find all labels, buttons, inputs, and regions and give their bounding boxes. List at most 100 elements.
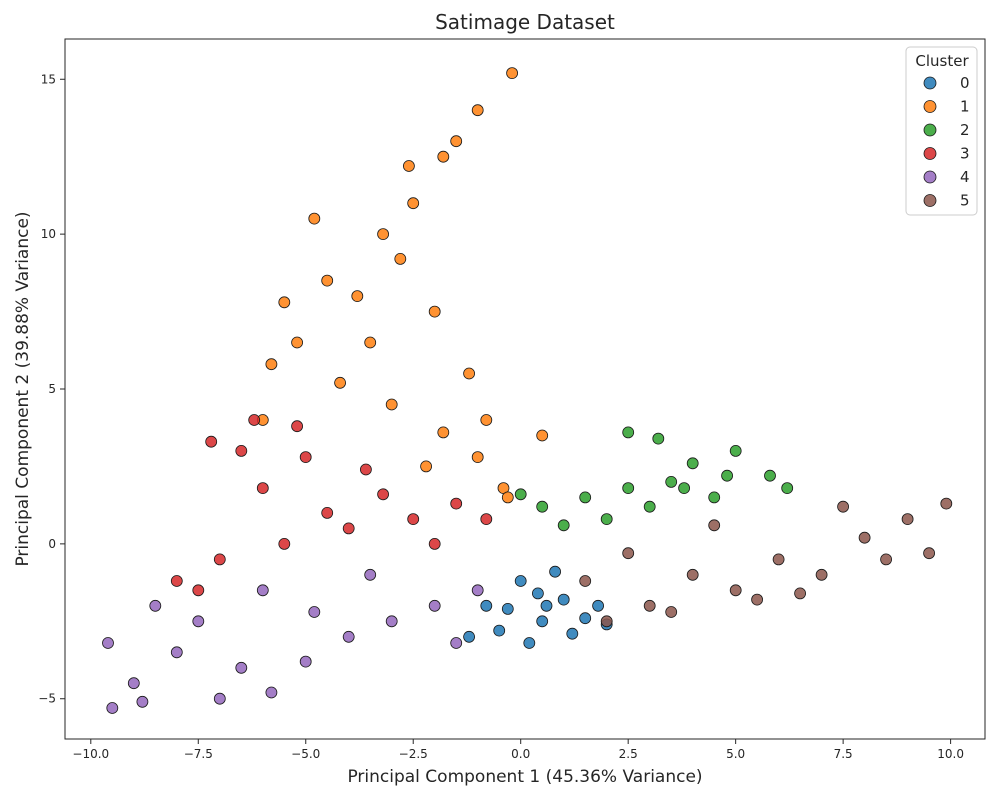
scatter-point-cluster-3	[213, 553, 226, 566]
scatter-point-cluster-1	[334, 376, 347, 389]
y-axis-ticks: −5 0 5 10 15	[38, 72, 65, 706]
legend-label-cluster-3: 3	[960, 145, 970, 163]
scatter-point-cluster-1	[364, 336, 377, 349]
scatter-point-cluster-1	[385, 398, 398, 411]
scatter-point-cluster-5	[729, 584, 742, 597]
scatter-point-cluster-3	[291, 420, 304, 433]
scatter-point-cluster-1	[265, 358, 278, 371]
scatter-point-cluster-1	[506, 67, 518, 79]
scatter-point-cluster-1	[428, 305, 441, 318]
scatter-point-cluster-4	[102, 637, 114, 649]
scatter-point-cluster-2	[729, 444, 742, 457]
scatter-point-cluster-3	[321, 507, 334, 519]
scatter-point-cluster-3	[299, 451, 312, 464]
scatter-point-cluster-0	[536, 615, 549, 628]
scatter-point-cluster-2	[708, 491, 721, 504]
scatter-point-cluster-4	[308, 606, 321, 618]
legend-marker-cluster-5	[923, 194, 937, 207]
legend-marker-cluster-2	[923, 123, 937, 137]
x-tick-label: 10.0	[937, 747, 964, 761]
legend-marker-cluster-0	[923, 76, 937, 90]
y-tick-label: 15	[41, 72, 56, 86]
y-tick-label: 0	[48, 537, 56, 551]
legend-items: 0 1 2 3 4 5	[923, 74, 970, 210]
scatter-point-cluster-5	[858, 531, 871, 544]
scatter-point-cluster-4	[428, 599, 441, 612]
legend-label-cluster-1: 1	[960, 98, 970, 116]
x-tick-label: −10.0	[72, 747, 109, 761]
y-tick-label: 5	[48, 382, 56, 396]
x-axis-label: Principal Component 1 (45.36% Variance)	[347, 767, 702, 787]
points-layer	[102, 67, 953, 714]
x-tick-label: −2.5	[399, 747, 428, 761]
scatter-point-cluster-4	[299, 655, 312, 668]
scatter-point-cluster-1	[480, 414, 493, 426]
legend-marker-cluster-4	[923, 170, 937, 184]
scatter-point-cluster-5	[940, 497, 953, 510]
scatter-point-cluster-4	[213, 692, 226, 705]
scatter-point-cluster-5	[686, 568, 699, 581]
legend-box	[905, 46, 978, 216]
chart-title: Satimage Dataset	[435, 10, 615, 34]
scatter-point-cluster-4	[170, 646, 183, 659]
scatter-point-cluster-2	[557, 519, 570, 532]
x-tick-label: 7.5	[834, 747, 853, 761]
scatter-point-cluster-1	[308, 212, 321, 225]
scatter-point-cluster-3	[450, 497, 463, 510]
scatter-point-cluster-1	[291, 336, 304, 349]
x-tick-label: −5.0	[291, 747, 320, 761]
scatter-point-cluster-4	[235, 661, 248, 674]
scatter-point-cluster-1	[536, 429, 549, 442]
y-tick-label: −5	[38, 692, 56, 706]
scatter-point-cluster-2	[721, 469, 733, 482]
scatter-point-cluster-0	[523, 637, 536, 649]
scatter-point-cluster-1	[437, 426, 450, 439]
scatter-point-cluster-0	[549, 565, 561, 578]
scatter-point-cluster-3	[170, 575, 183, 587]
scatter-point-cluster-4	[342, 630, 355, 643]
scatter-point-cluster-4	[106, 702, 119, 714]
y-axis-label: Principal Component 2 (39.88% Variance)	[13, 211, 33, 566]
scatter-point-cluster-4	[265, 686, 278, 699]
scatter-point-cluster-2	[622, 482, 635, 495]
scatter-point-cluster-1	[394, 252, 407, 265]
scatter-point-cluster-2	[536, 500, 549, 513]
scatter-point-cluster-1	[278, 296, 291, 309]
scatter-point-cluster-1	[437, 150, 450, 163]
scatter-point-cluster-4	[136, 695, 149, 708]
scatter-point-cluster-3	[248, 414, 261, 426]
scatter-point-cluster-4	[149, 599, 162, 612]
scatter-point-cluster-2	[764, 469, 776, 482]
scatter-point-cluster-5	[643, 599, 656, 612]
scatter-point-cluster-1	[351, 290, 364, 303]
scatter-point-cluster-5	[600, 615, 613, 628]
scatter-point-cluster-5	[772, 553, 785, 566]
legend-marker-cluster-1	[923, 100, 937, 113]
scatter-point-cluster-1	[501, 491, 514, 504]
x-tick-label: 0.0	[511, 747, 530, 761]
scatter-point-cluster-0	[557, 593, 570, 606]
legend: Cluster 0 1 2 3 4 5	[905, 46, 978, 216]
scatter-point-cluster-1	[402, 160, 415, 172]
scatter-point-cluster-3	[407, 513, 420, 525]
scatter-point-cluster-4	[256, 584, 269, 597]
x-tick-label: 5.0	[726, 747, 745, 761]
scatter-point-cluster-0	[532, 587, 544, 600]
scatter-point-cluster-0	[514, 575, 527, 587]
scatter-point-cluster-5	[579, 575, 592, 587]
scatter-point-cluster-0	[540, 599, 553, 612]
scatter-point-cluster-5	[815, 568, 828, 581]
scatter-point-cluster-2	[600, 513, 613, 525]
scatter-point-cluster-2	[652, 432, 665, 445]
scatter-point-cluster-1	[377, 228, 390, 241]
scatter-point-cluster-1	[321, 274, 334, 287]
scatter-point-cluster-2	[678, 482, 690, 495]
scatter-point-cluster-3	[192, 584, 205, 597]
scatter-point-cluster-3	[256, 482, 269, 495]
scatter-point-cluster-5	[837, 500, 849, 513]
scatter-point-cluster-3	[278, 538, 291, 550]
scatter-point-cluster-0	[592, 599, 604, 612]
scatter-point-cluster-2	[781, 482, 794, 495]
